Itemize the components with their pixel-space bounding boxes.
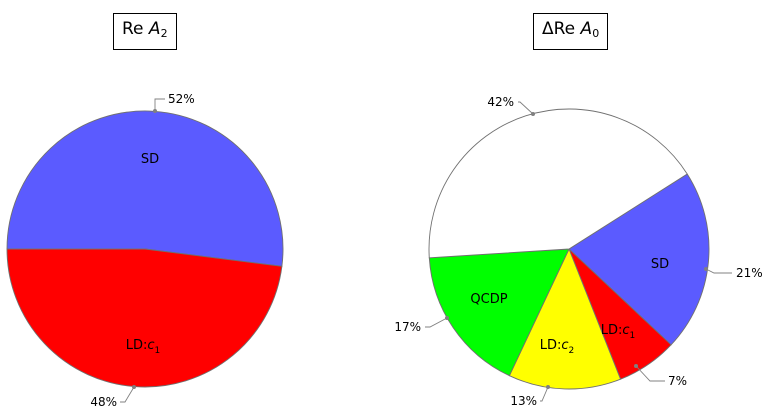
pie2-leader-line-ld-c2 <box>540 386 549 402</box>
pie2-slice-ld-c2 <box>508 247 622 390</box>
pie2-leader-dot-ld-c2 <box>546 385 550 389</box>
chart-title-delta-re-a0: ΔRe A0 <box>533 13 609 50</box>
pie2-leader-line-qcdp <box>425 317 448 328</box>
pie2-leader-dot-qcdp <box>445 316 449 320</box>
pie1-slice-label-ld-c1: LD:c1 <box>126 338 161 356</box>
pie2-percent-label-ld-c1: 7% <box>668 374 687 388</box>
pie2-percent-label-qcdp: 17% <box>394 320 421 334</box>
pie2-slice-sd <box>568 173 710 346</box>
pie2-leader-dot-unlabeled <box>531 112 535 116</box>
pie1-leader-dot-sd <box>153 109 157 113</box>
title-symbol: A <box>580 19 593 39</box>
pie2-leader-line-unlabeled <box>518 101 534 115</box>
title-subscript: 2 <box>160 27 168 40</box>
pie1-percent-label-sd: 52% <box>168 92 195 106</box>
pie2-percent-label-sd: 21% <box>736 266 763 280</box>
pie2-leader-dot-ld-c1 <box>634 364 638 368</box>
pie2-percent-label-unlabeled: 42% <box>487 95 514 109</box>
chart-title-re-a2: Re A2 <box>113 13 177 50</box>
pie1-percent-label-ld-c1: 48% <box>90 395 117 409</box>
pie2-leader-line-sd <box>705 268 732 274</box>
title-prefix: Re <box>122 19 149 39</box>
pie2-slice-label-qcdp: QCDP <box>470 292 507 307</box>
pie1-slice-ld-c1 <box>6 248 283 388</box>
pie2-slice-qcdp <box>428 248 570 377</box>
pie2-slice-unlabeled <box>428 108 688 259</box>
pie1-slice-sd <box>6 110 284 267</box>
title-symbol: A <box>148 19 161 39</box>
pie2-leader-line-ld-c1 <box>635 365 665 382</box>
title-subscript: 0 <box>592 27 600 40</box>
pie1-leader-line-ld-c1 <box>120 386 135 403</box>
pie1-leader-dot-ld-c1 <box>132 385 136 389</box>
pie2-percent-label-ld-c2: 13% <box>510 394 537 408</box>
pie1-leader-line-sd <box>154 98 165 111</box>
title-prefix: ΔRe <box>542 19 581 39</box>
pie2-slice-label-ld-c1: LD:c1 <box>601 323 636 341</box>
pie2-slice-label-sd: SD <box>651 257 669 272</box>
pie2-slice-label-ld-c2: LD:c2 <box>540 338 575 356</box>
pie2-leader-dot-sd <box>704 267 708 271</box>
pie1-slice-label-sd: SD <box>141 152 159 167</box>
